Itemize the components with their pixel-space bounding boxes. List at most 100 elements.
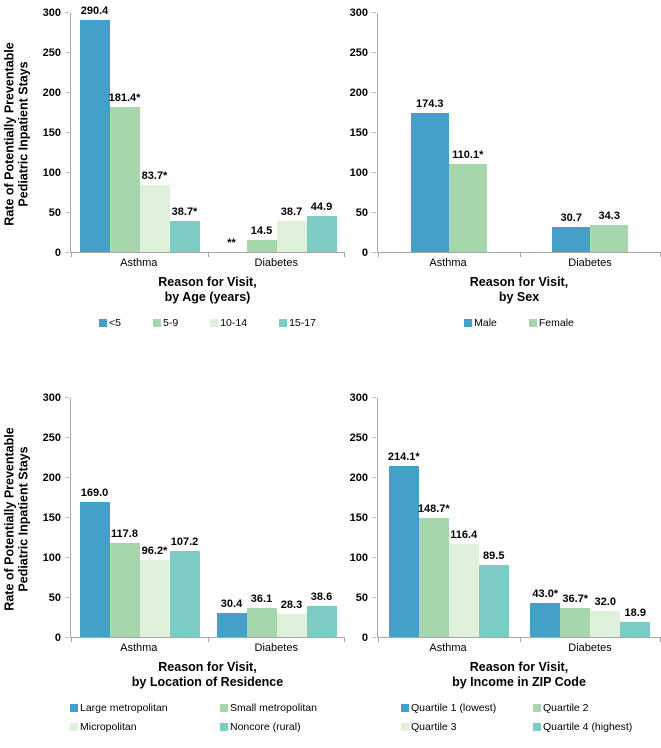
bar <box>552 227 591 252</box>
y-tick-mark <box>372 517 376 518</box>
bar <box>418 518 449 637</box>
bar <box>169 551 200 637</box>
bar <box>79 501 110 637</box>
legend-label: Quartile 2 <box>543 702 589 714</box>
y-tick-mark <box>65 597 69 598</box>
legend-swatch <box>220 723 228 731</box>
legend-swatch <box>70 704 78 712</box>
category-label: Diabetes <box>568 257 612 269</box>
category-label: Asthma <box>429 257 467 269</box>
bar <box>276 614 307 637</box>
y-tick-mark <box>65 252 69 253</box>
x-axis-title: Reason for Visit, by Income in ZIP Code <box>377 660 661 690</box>
bar <box>560 607 591 637</box>
x-tick-mark <box>208 638 209 642</box>
y-tick-mark <box>65 517 69 518</box>
y-tick-label: 300 <box>349 7 368 19</box>
legend-label: Large metropolitan <box>80 702 168 714</box>
y-tick-label: 100 <box>349 552 368 564</box>
y-tick-label: 250 <box>349 47 368 59</box>
bar <box>109 106 140 252</box>
bar-value-label: 30.7 <box>560 212 582 225</box>
bar-value-label: 38.7* <box>171 206 198 219</box>
y-tick-label: 250 <box>42 432 61 444</box>
bar <box>139 560 170 637</box>
bar-value-label: 43.0* <box>532 587 559 600</box>
y-axis-title: Rate of Potentially Preventable Pediatri… <box>0 0 34 253</box>
x-axis-title: Reason for Visit, by Sex <box>377 275 661 305</box>
legend-items: Large metropolitan Small metropolitan Micr… <box>70 702 345 733</box>
category-axis: Asthma Diabetes <box>377 253 661 271</box>
y-tick-mark <box>372 637 376 638</box>
legend-label: 10-14 <box>220 317 248 329</box>
y-tick-label: 50 <box>48 207 61 219</box>
bar-value-label: 107.2 <box>170 536 199 549</box>
x-axis-title-line2: by Income in ZIP Code <box>452 675 586 689</box>
legend-swatch <box>210 319 219 327</box>
legend-swatch <box>464 319 473 327</box>
y-tick-label: 200 <box>42 87 61 99</box>
y-tick-mark <box>65 212 69 213</box>
y-tick-label: 100 <box>42 167 61 179</box>
y-tick-mark <box>65 52 69 53</box>
category-label: Diabetes <box>568 642 612 654</box>
y-tick-label: 300 <box>42 392 61 404</box>
bar <box>169 221 200 252</box>
chart-panel-by-age: Rate of Potentially Preventable Pediatri… <box>0 0 345 345</box>
y-tick-mark <box>65 397 69 398</box>
bar-value-label: 148.7* <box>417 503 450 516</box>
y-tick-mark <box>372 557 376 558</box>
chart-panel-by-location: Rate of Potentially Preventable Pediatri… <box>0 385 345 748</box>
x-axis-title-line1: Reason for Visit, <box>469 275 569 289</box>
y-tick-mark <box>65 12 69 13</box>
bar <box>590 224 629 252</box>
y-tick-label: 200 <box>42 472 61 484</box>
legend-item: Small metropolitan <box>220 702 317 714</box>
y-tick-label: 50 <box>355 207 368 219</box>
bar-value-label: 38.6 <box>310 591 333 604</box>
y-tick-mark <box>372 52 376 53</box>
category-axis: Asthma Diabetes <box>70 638 345 656</box>
bar <box>79 19 110 252</box>
y-tick-mark <box>372 437 376 438</box>
y-tick-label: 150 <box>349 512 368 524</box>
x-axis-title-line2: by Location of Residence <box>131 675 284 689</box>
bar-value-label: 89.5 <box>483 550 505 563</box>
bar <box>448 163 487 252</box>
legend-swatch <box>99 319 108 327</box>
legend-label: Micropolitan <box>80 721 137 733</box>
bar <box>306 216 337 252</box>
bar <box>478 565 509 637</box>
bar-value-label: 117.8 <box>111 527 138 540</box>
x-tick-mark <box>519 253 521 257</box>
y-tick-label: 150 <box>42 512 61 524</box>
bar-value-label: 36.1 <box>250 593 273 606</box>
bar-value-label: 36.7* <box>562 592 589 605</box>
y-tick-mark <box>372 132 376 133</box>
legend: Large metropolitan Small metropolitan Micr… <box>70 702 345 733</box>
y-axis: 0 50 100 150 200 250 300 <box>345 0 377 259</box>
y-tick-mark <box>65 637 69 638</box>
y-axis: 0 50 100 150 200 250 300 <box>34 385 70 644</box>
legend-item: Noncore (rural) <box>220 721 317 733</box>
legend: <5 5-9 10-14 15-17 <box>70 317 345 329</box>
legend-label: 5-9 <box>163 317 179 329</box>
x-tick-mark <box>344 253 345 257</box>
y-tick-mark <box>65 92 69 93</box>
x-tick-mark <box>378 253 379 257</box>
y-tick-label: 150 <box>42 127 61 139</box>
y-tick-label: 150 <box>349 127 368 139</box>
legend-swatch <box>70 723 78 731</box>
y-tick-label: 0 <box>361 632 368 644</box>
legend-label: Male <box>474 317 497 329</box>
plot-area: 169.0 117.8 96.2* 107.2 30.4 36.1 28.3 38.6 <box>70 398 345 642</box>
legend-swatch <box>533 723 541 731</box>
legend-label: Quartile 3 <box>411 721 457 733</box>
y-tick-mark <box>65 557 69 558</box>
legend: Quartile 1 (lowest) Quartile 2 Quartile 3 Q… <box>377 702 661 733</box>
category-label: Asthma <box>120 642 158 654</box>
y-tick-mark <box>372 172 376 173</box>
bar-value-label: 28.3 <box>280 599 303 612</box>
legend-swatch <box>528 319 537 327</box>
